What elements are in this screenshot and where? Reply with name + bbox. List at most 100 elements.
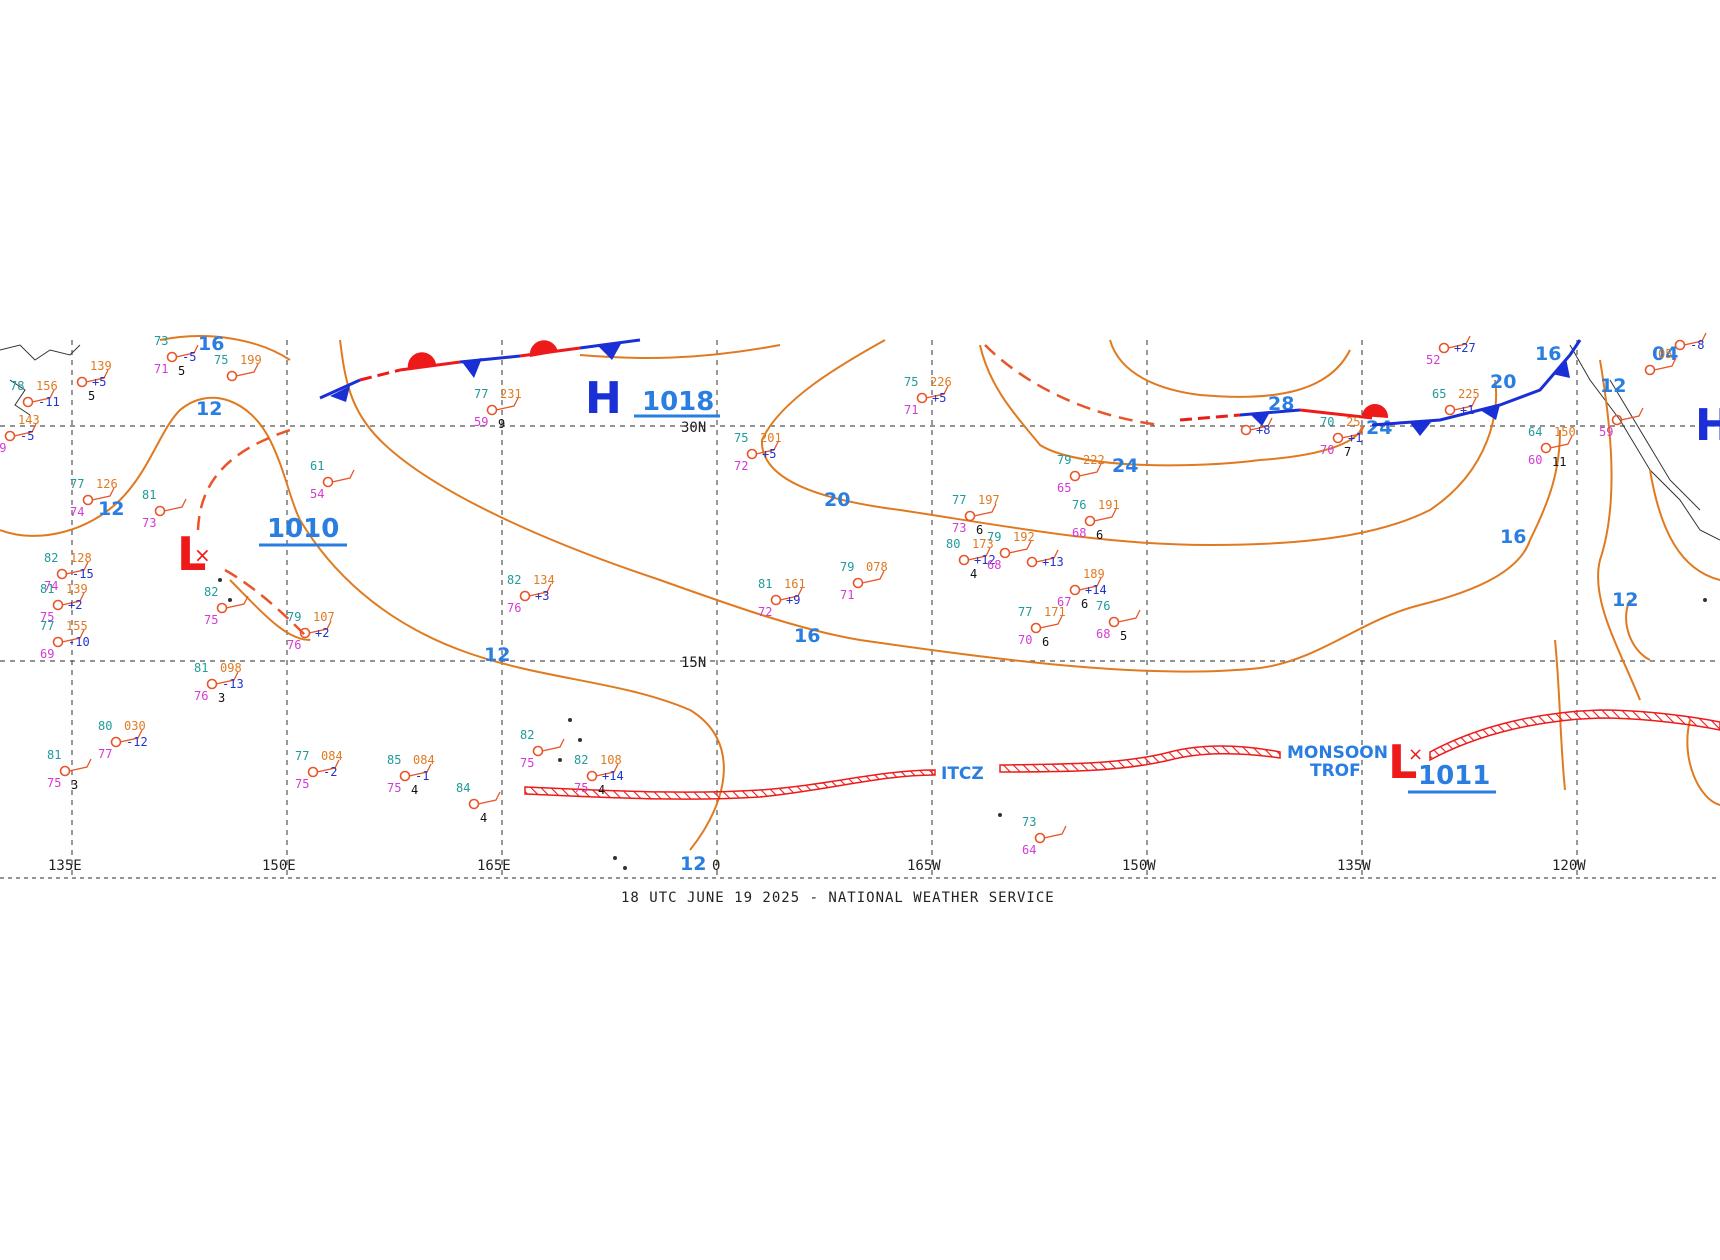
station-temp: 61 [310,459,324,473]
station-circle[interactable] [399,770,411,782]
station-circle[interactable] [76,376,88,388]
station-tendency: -5 [182,350,196,364]
station-circle[interactable] [958,554,970,566]
station-tendency: +3 [535,589,549,603]
station-circle[interactable] [586,770,598,782]
station-pressure: 078 [866,560,888,574]
station-temp: 82 [44,551,58,565]
isobar-label: 16 [198,333,224,355]
lon-label: 165W [907,858,941,874]
station-weather-code: 6 [1042,635,1049,649]
low-pressure-center-east[interactable]: L × 1011 [1388,735,1496,794]
station-circle[interactable] [206,678,218,690]
station-circle[interactable] [166,351,178,363]
station-tendency: -15 [72,567,94,581]
station-circle[interactable] [226,370,238,382]
station-circle[interactable] [4,430,16,442]
station-circle[interactable] [916,392,928,404]
station-circle[interactable] [52,599,64,611]
station-circle[interactable] [746,448,758,460]
high-letter: H [585,373,622,424]
station-circle[interactable] [519,590,531,602]
station-temp: 78 [10,379,24,393]
station-circle[interactable] [1034,832,1046,844]
station-circle[interactable] [307,766,319,778]
station-pressure: 161 [784,577,806,591]
station-circle[interactable] [486,404,498,416]
station-pressure: 139 [66,582,88,596]
station-circle[interactable] [1540,442,1552,454]
station-circle[interactable] [1444,404,1456,416]
station-circle[interactable] [82,494,94,506]
station-circle[interactable] [770,594,782,606]
station-circle[interactable] [59,765,71,777]
station-dewpoint: 59 [1599,425,1613,439]
station-temp: 85 [387,753,401,767]
station-circle[interactable] [532,745,544,757]
station-circle[interactable] [964,510,976,522]
station-dewpoint: 52 [1426,353,1440,367]
station-circle[interactable] [1069,584,1081,596]
low-pressure-center-west[interactable]: L × 1010 [177,514,347,581]
station-circle[interactable] [1332,432,1344,444]
station-temp: 77 [295,749,309,763]
wind-barb [541,738,565,752]
wind-barb [175,344,199,358]
station-pressure: 126 [96,477,118,491]
wind-barb [1117,609,1141,623]
station-circle[interactable] [468,798,480,810]
station-temp: 77 [1018,605,1032,619]
isobar-labels: 12 16 20 24 28 16 12 12 20 16 12 16 12 1… [98,333,1678,875]
station-pressure: 084 [413,753,435,767]
station-circle[interactable] [52,636,64,648]
wind-barb [61,592,85,606]
station-circle[interactable] [999,547,1011,559]
station-tendency: +8 [1256,423,1270,437]
station-circle[interactable] [1240,424,1252,436]
station-temp: 73 [154,334,168,348]
station-pressure: 191 [1098,498,1120,512]
lon-label: 165E [477,858,511,874]
station-circle[interactable] [110,736,122,748]
station-temp: 75 [734,431,748,445]
station-circle[interactable] [852,577,864,589]
wind-barb [215,671,239,685]
high-pressure-center[interactable]: H 1018 [585,373,720,424]
station-circle[interactable] [56,568,68,580]
station-circle[interactable] [1438,342,1450,354]
station-circle[interactable] [216,602,228,614]
wind-barb [91,487,115,501]
station-pressure: 197 [978,493,1000,507]
wind-barb [31,389,55,403]
station-circle[interactable] [154,505,166,517]
station-tendency: -1 [415,769,429,783]
isobar-label: 12 [1600,375,1626,397]
station-circle[interactable] [1084,515,1096,527]
station-pressure: 128 [70,551,92,565]
isobar-label: 12 [484,644,510,666]
station-temp: 77 [70,477,84,491]
station-circle[interactable] [1108,616,1120,628]
wind-barb [1683,332,1707,346]
station-weather-code: 11 [1552,455,1566,469]
wind-barb [331,469,355,483]
high-pressure-center-edge[interactable]: H [1695,400,1720,451]
low-letter: L [1388,735,1417,789]
station-circle[interactable] [322,476,334,488]
station-pressure: 226 [930,375,952,389]
station-tendency: +12 [974,553,996,567]
station-circle[interactable] [1026,556,1038,568]
low-pressure-value: 1011 [1418,761,1490,791]
station-tendency: +14 [602,769,624,783]
station-temp: 81 [47,748,61,762]
station-pressure: 199 [240,353,262,367]
station-tendency: +5 [762,447,776,461]
station-circle[interactable] [22,396,34,408]
station-circle[interactable] [1069,470,1081,482]
station-weather-code: 4 [411,783,418,797]
station-circle[interactable] [1644,364,1656,376]
itcz-band[interactable]: ITCZ MONSOON TROF [524,709,1720,800]
station-tendency: +2 [315,626,329,640]
station-circle[interactable] [1030,622,1042,634]
isobar-label: 24 [1112,455,1138,477]
